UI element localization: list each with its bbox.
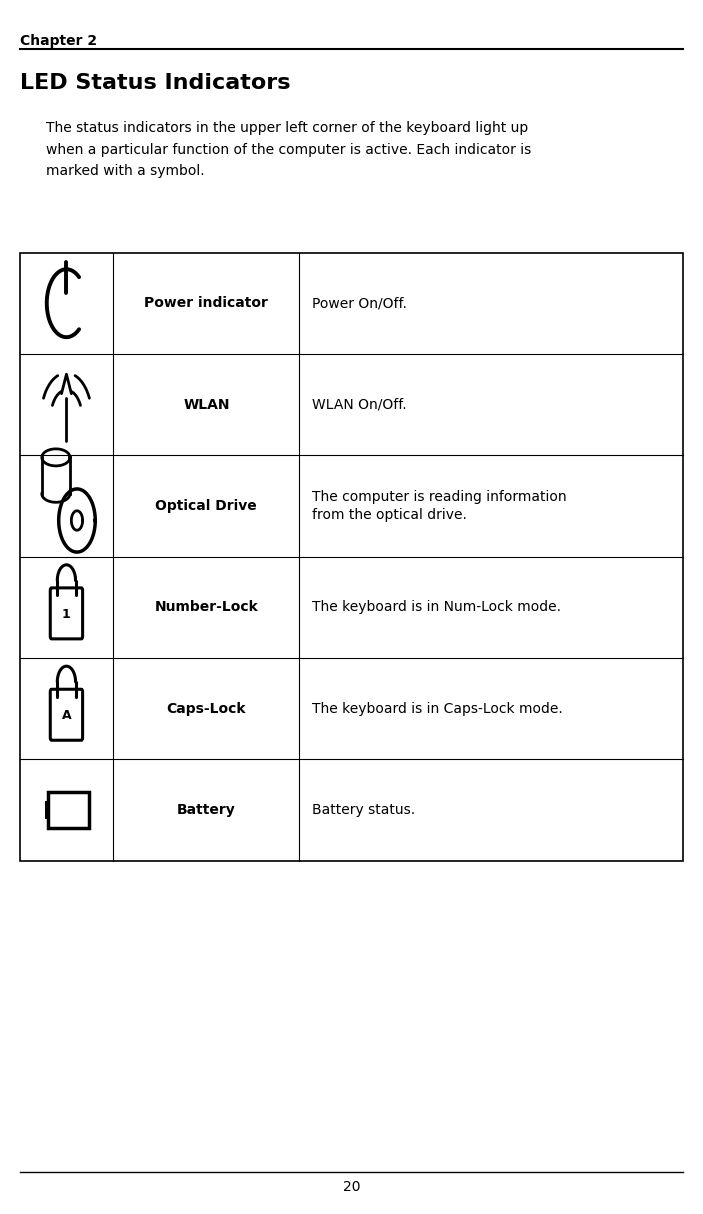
Text: WLAN On/Off.: WLAN On/Off. [312,397,407,412]
Text: WLAN: WLAN [183,397,230,412]
Text: Battery status.: Battery status. [312,802,415,817]
Text: Caps-Lock: Caps-Lock [167,702,246,716]
Text: 1: 1 [62,608,71,620]
Bar [20,253,683,861]
Text: Chapter 2: Chapter 2 [20,34,97,49]
Bar [48,792,89,828]
Text: Optical Drive: Optical Drive [155,499,257,514]
Text: LED Status Indicators: LED Status Indicators [20,73,290,92]
Text: Power On/Off.: Power On/Off. [312,296,407,311]
Text: Battery: Battery [177,802,236,817]
FancyBboxPatch shape [51,588,83,639]
Text: The status indicators in the upper left corner of the keyboard light up
when a p: The status indicators in the upper left … [46,121,531,177]
Bar [45,801,48,819]
Text: Power indicator: Power indicator [144,296,269,311]
Text: 20: 20 [343,1180,360,1195]
Text: The computer is reading information
from the optical drive.: The computer is reading information from… [312,489,567,522]
Text: The keyboard is in Caps-Lock mode.: The keyboard is in Caps-Lock mode. [312,702,563,716]
Text: A: A [62,709,71,722]
Text: Number-Lock: Number-Lock [155,600,258,614]
FancyBboxPatch shape [51,690,83,741]
Text: The keyboard is in Num-Lock mode.: The keyboard is in Num-Lock mode. [312,600,561,614]
